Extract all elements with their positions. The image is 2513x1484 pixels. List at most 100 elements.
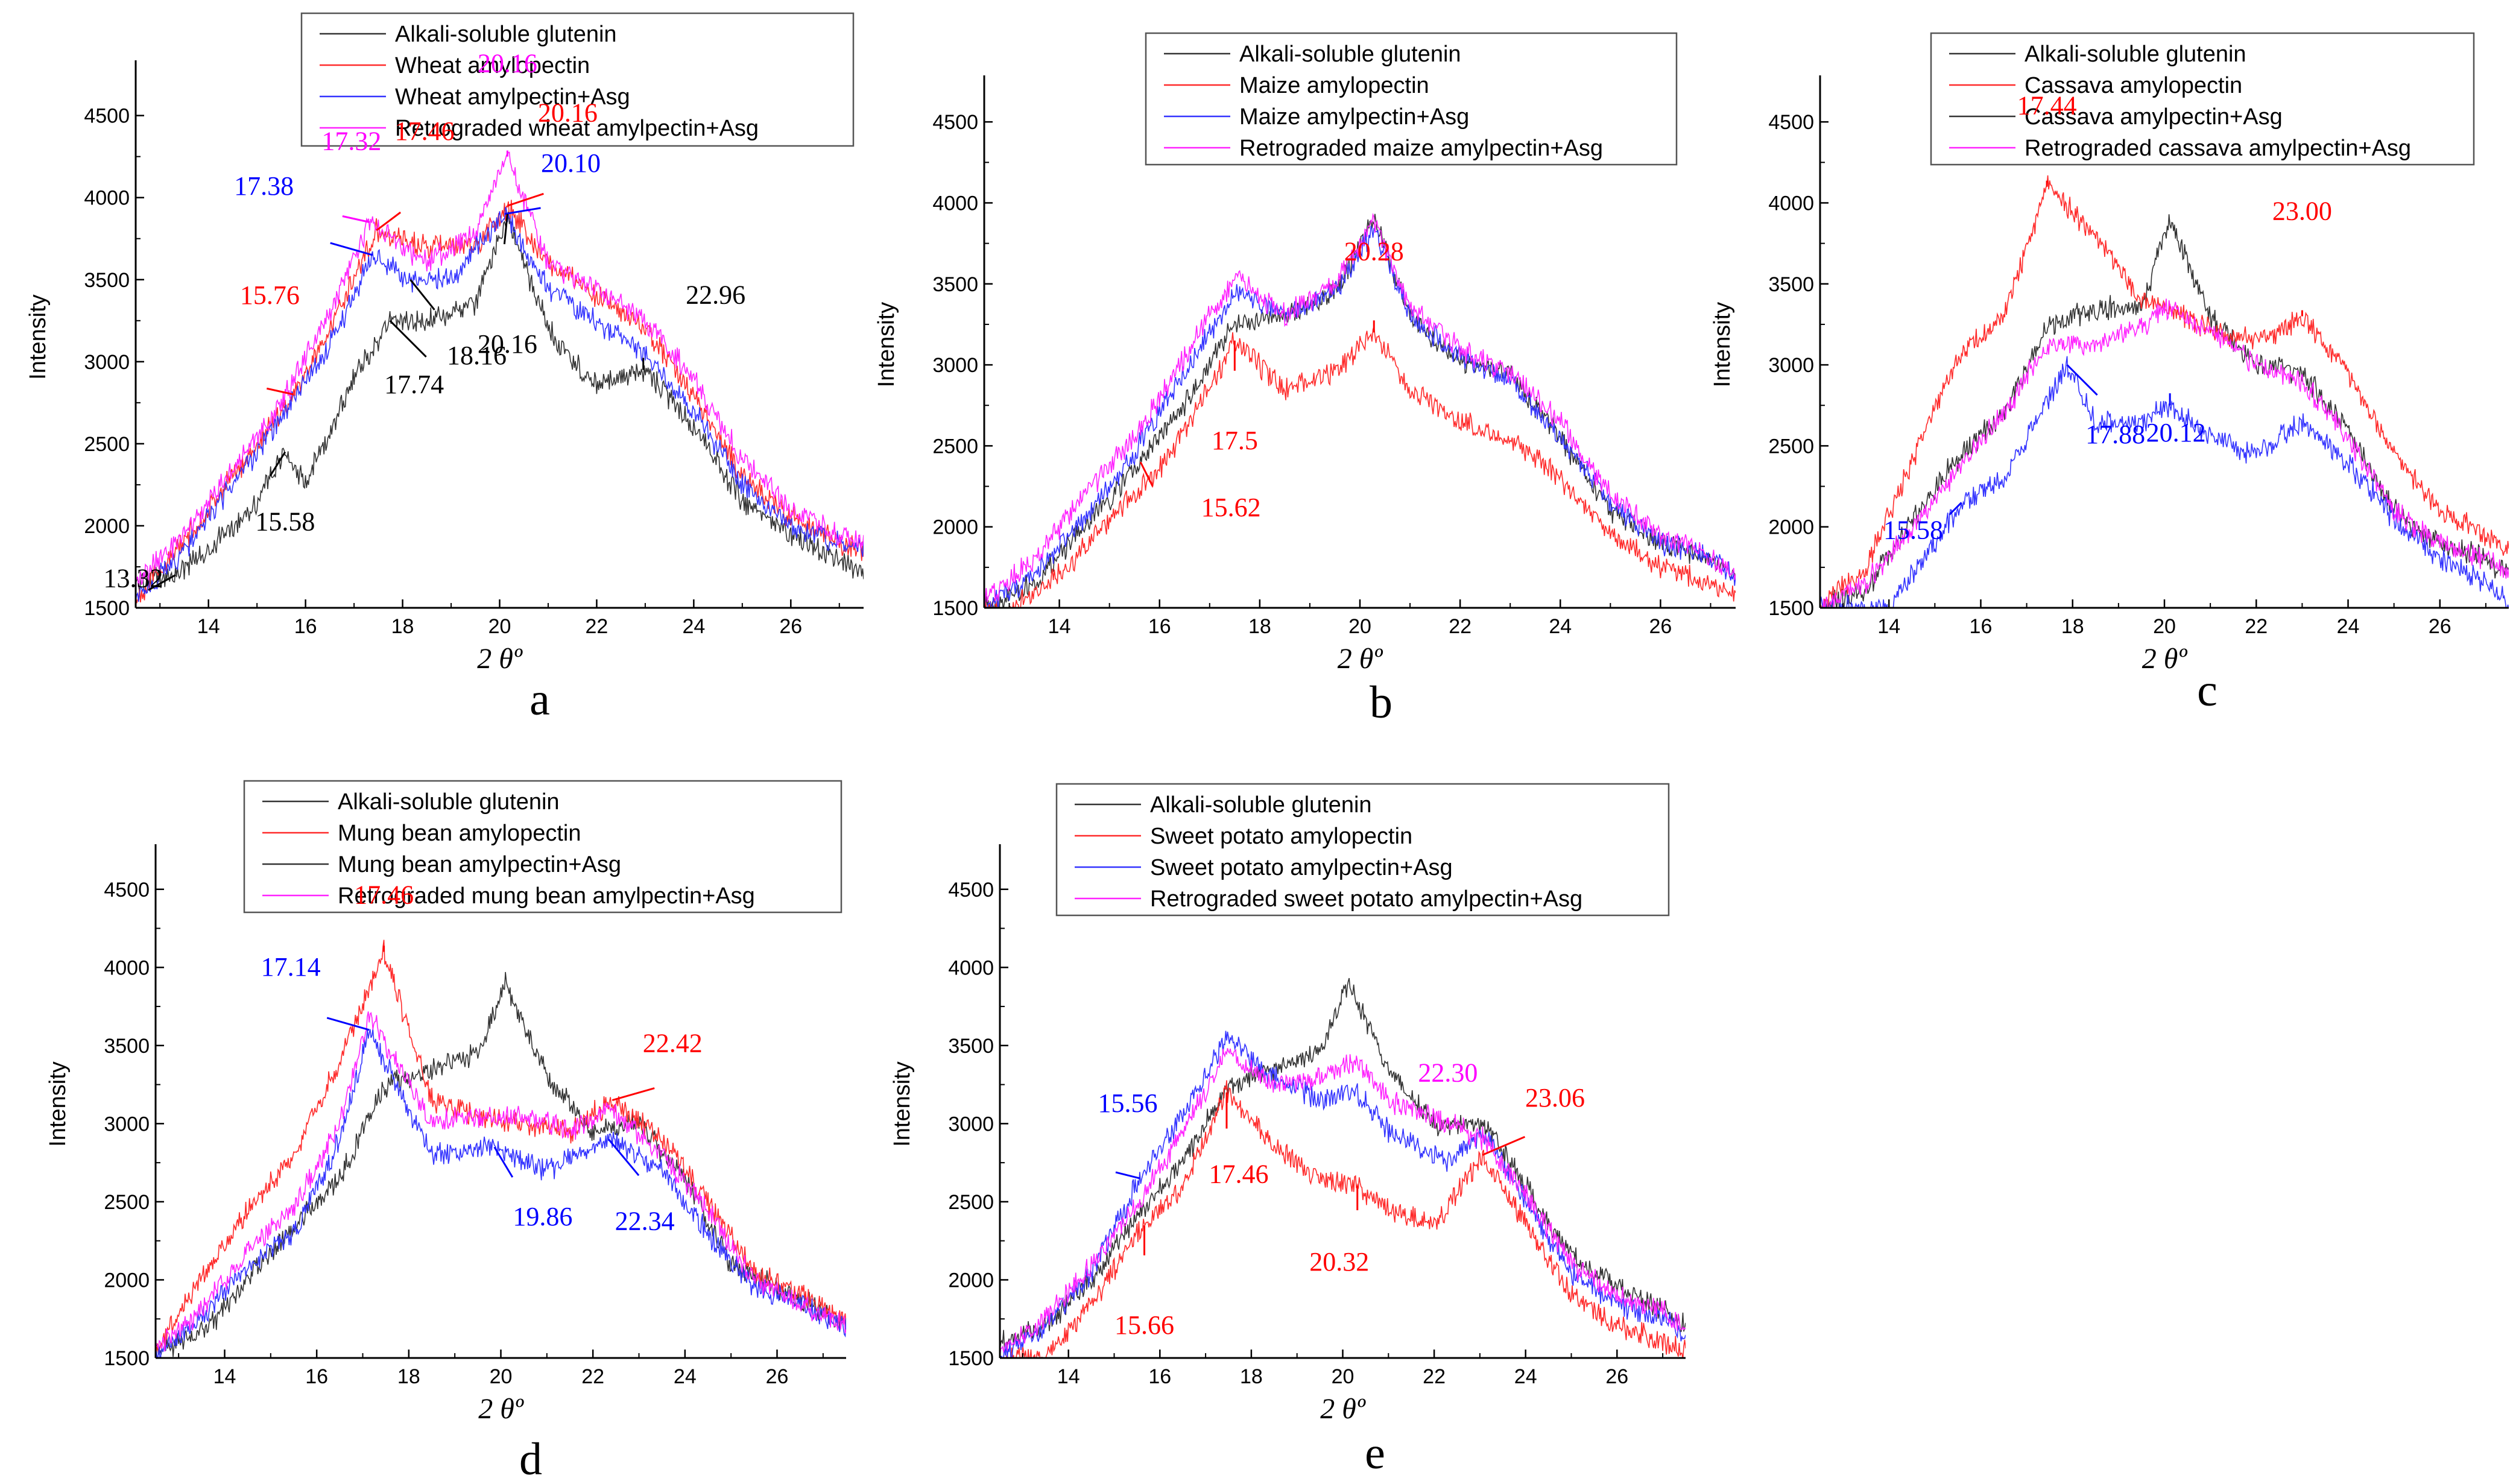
y-tick-label: 3000 [84,351,130,374]
y-axis-title: Intensity [890,1061,915,1147]
x-tick-label: 26 [1605,1365,1628,1388]
peak-annotation: 17.46 [354,880,414,909]
panel-e: 1500 2000 2500 3000 3500 4000 4500 14 16 18 20 22 24… [890,783,1686,1479]
series-line-d-1 [156,971,846,1357]
x-tick-label: 26 [766,1365,789,1388]
legend: Alkali-soluble glutenin Cassava amylopect… [1930,32,2475,166]
legend-label: Wheat amylpectin+Asg [395,84,630,110]
annotation-leader [1949,502,1962,516]
y-tick-label: 3000 [932,354,978,377]
x-tick-label: 24 [682,615,705,638]
panel-c: 1500 2000 2500 3000 3500 4000 4500 14 16 18 20 22 24… [1710,32,2509,716]
panel-d: 1500 2000 2500 3000 3500 4000 4500 14 16 18 20 22 24… [45,780,846,1484]
legend-label: Retrograded sweet potato amylpectin+Asg [1150,886,1582,912]
x-tick-label: 26 [2429,615,2451,638]
legend-label: Cassava amylpectin+Asg [2025,104,2283,130]
y-tick-label: 3500 [1768,273,1814,296]
x-axis-title: 2 θº [2142,643,2188,675]
x-tick-label: 14 [213,1365,236,1388]
peak-annotation: 22.34 [615,1206,675,1236]
peak-annotation: 20.16 [478,49,537,78]
annotation-leader [2066,364,2098,396]
legend-label: Sweet potato amylpectin+Asg [1150,855,1453,880]
peak-annotation: 20.16 [478,329,537,359]
x-axis-title: 2 θº [1320,1393,1366,1425]
annotation-leader [507,192,544,207]
legend-label: Retrograded cassava amylpectin+Asg [2025,136,2411,161]
legend-label: Maize amylopectin [1239,73,1429,98]
x-tick-label: 18 [2061,615,2084,638]
x-tick-label: 22 [586,615,608,638]
series-line-e-4 [1000,1048,1686,1358]
panel-letter: a [529,674,550,725]
y-tick-label: 3500 [948,1035,994,1058]
x-tick-label: 18 [397,1365,420,1388]
annotation-leader [326,1017,370,1031]
panel-letter: e [1365,1428,1385,1479]
peak-annotation: 17.74 [384,370,444,399]
y-tick-label: 2000 [948,1269,994,1292]
y-tick-label: 2500 [948,1191,994,1214]
legend-label: Alkali-soluble glutenin [1239,42,1461,67]
y-tick-label: 3500 [104,1035,150,1058]
annotation-leader [1482,1135,1526,1156]
y-tick-label: 2000 [84,515,130,538]
annotation-leader [612,1087,655,1101]
annotation-leader [148,574,176,591]
series-line-b-4 [984,212,1736,608]
y-tick-label: 3000 [948,1113,994,1135]
legend-label: Sweet potato amylopectin [1150,824,1412,849]
legend-box [1145,32,1678,166]
x-tick-label: 26 [1649,615,1672,638]
peak-annotation: 17.46 [395,116,455,146]
y-tick-label: 3000 [104,1113,150,1135]
series-line-e-3 [1000,1031,1686,1358]
y-tick-label: 3500 [84,269,130,292]
y-tick-label: 3500 [932,273,978,296]
legend: Alkali-soluble glutenin Wheat amylopectin… [300,12,855,147]
series-line-a-1 [136,211,864,595]
annotation-leader [266,387,294,396]
y-tick-label: 4500 [104,879,150,901]
y-tick-label: 4500 [84,105,130,128]
series-line-b-2 [984,326,1736,608]
peak-annotation: 17.32 [321,127,381,156]
y-tick-label: 1500 [948,1347,994,1370]
annotation-leader [376,211,402,232]
series-line-c-2 [1820,175,2509,608]
peak-annotation: 20.28 [1344,236,1404,266]
series-line-a-3 [136,207,864,602]
y-tick-label: 4000 [948,956,994,979]
annotation-leader [503,213,508,245]
legend: Alkali-soluble glutenin Maize amylopectin… [1145,32,1678,166]
x-tick-label: 14 [1048,615,1071,638]
x-tick-label: 22 [1423,1365,1446,1388]
x-tick-label: 22 [581,1365,604,1388]
peak-annotation: 15.56 [1098,1088,1157,1118]
x-tick-label: 22 [1449,615,1471,638]
legend-label: Mung bean amylopectin [338,821,581,846]
x-tick-label: 24 [674,1365,697,1388]
y-tick-label: 2000 [932,516,978,539]
x-tick-label: 14 [1877,615,1900,638]
y-tick-label: 1500 [1768,597,1814,620]
peak-annotation: 17.5 [1212,426,1258,455]
x-tick-label: 18 [1240,1365,1263,1388]
legend-label: Retrograded maize amylpectin+Asg [1239,136,1603,161]
legend-label: Alkali-soluble glutenin [338,789,560,815]
panel-letter: c [2197,665,2217,716]
legend: Alkali-soluble glutenin Sweet potato amyl… [1055,783,1670,917]
annotation-leader [389,320,427,358]
annotation-leader [1115,1171,1140,1179]
peak-annotation: 15.76 [240,280,300,310]
peak-annotation: 17.44 [2017,91,2077,121]
x-tick-label: 24 [1549,615,1572,638]
x-tick-label: 16 [294,615,317,638]
x-tick-label: 14 [1057,1365,1080,1388]
y-tick-label: 2000 [1768,516,1814,539]
y-tick-label: 2500 [1768,435,1814,458]
y-tick-label: 2500 [84,433,130,456]
y-tick-label: 4500 [948,879,994,901]
annotation-leader [342,215,370,223]
